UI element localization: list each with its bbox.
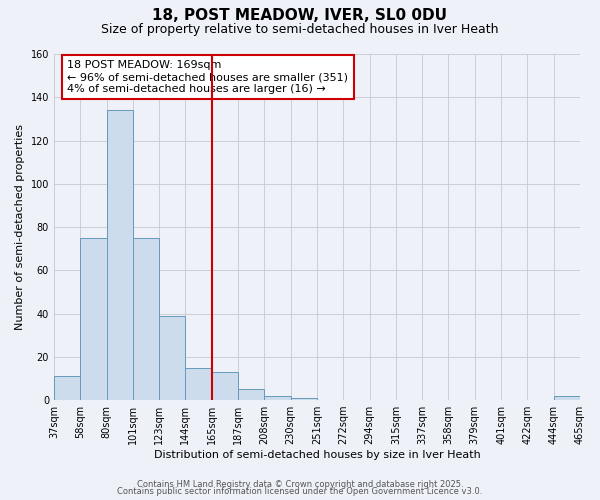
X-axis label: Distribution of semi-detached houses by size in Iver Heath: Distribution of semi-detached houses by … <box>154 450 481 460</box>
Text: Size of property relative to semi-detached houses in Iver Heath: Size of property relative to semi-detach… <box>101 22 499 36</box>
Bar <box>133 238 159 400</box>
Bar <box>54 376 80 400</box>
Bar <box>107 110 133 400</box>
Text: 18 POST MEADOW: 169sqm
← 96% of semi-detached houses are smaller (351)
4% of sem: 18 POST MEADOW: 169sqm ← 96% of semi-det… <box>67 60 348 94</box>
Bar <box>212 372 238 400</box>
Text: Contains public sector information licensed under the Open Government Licence v3: Contains public sector information licen… <box>118 487 482 496</box>
Bar <box>290 398 317 400</box>
Bar <box>185 368 212 400</box>
Bar <box>238 390 265 400</box>
Bar <box>554 396 580 400</box>
Y-axis label: Number of semi-detached properties: Number of semi-detached properties <box>15 124 25 330</box>
Bar <box>159 316 185 400</box>
Text: 18, POST MEADOW, IVER, SL0 0DU: 18, POST MEADOW, IVER, SL0 0DU <box>152 8 448 22</box>
Bar <box>265 396 290 400</box>
Text: Contains HM Land Registry data © Crown copyright and database right 2025.: Contains HM Land Registry data © Crown c… <box>137 480 463 489</box>
Bar <box>80 238 107 400</box>
